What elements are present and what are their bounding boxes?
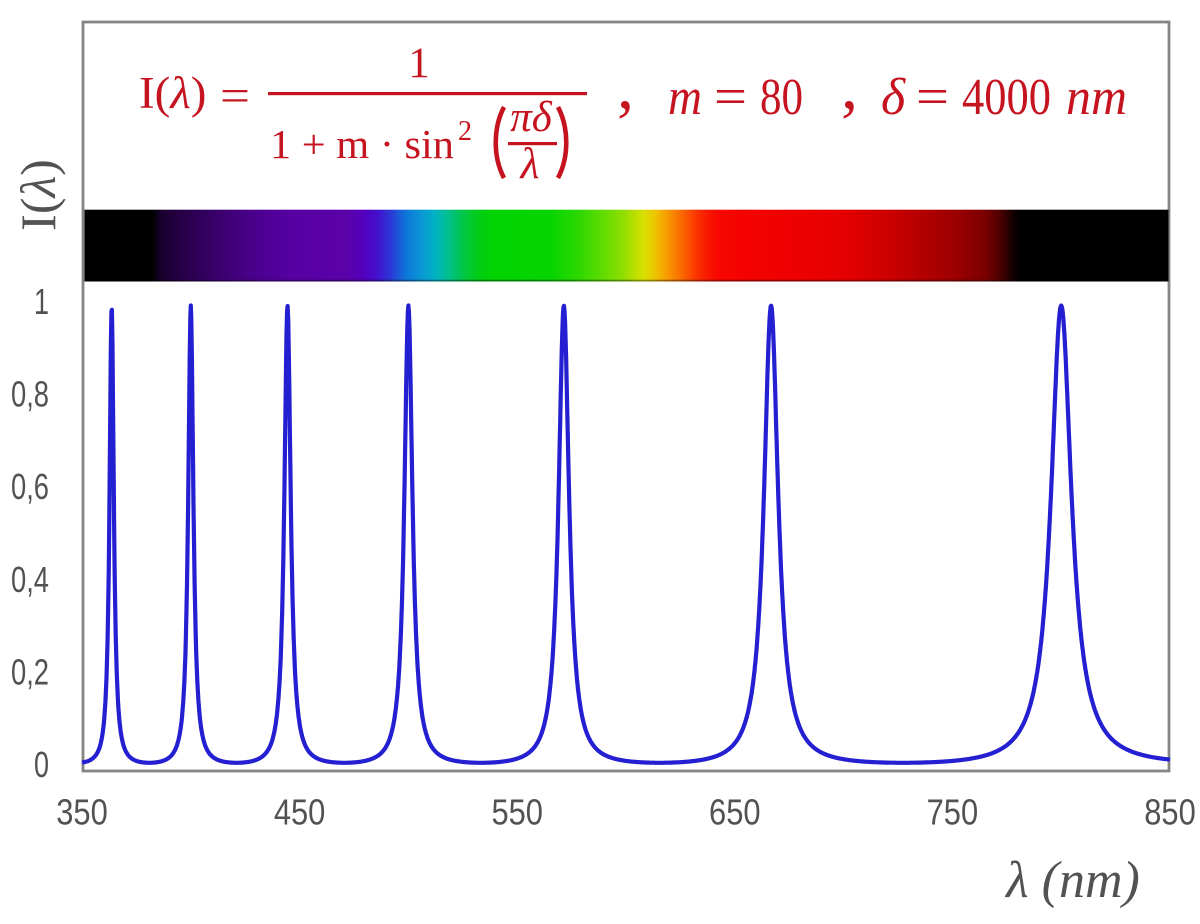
svg-text:λ: λ <box>518 139 539 188</box>
svg-text:2: 2 <box>458 116 472 147</box>
svg-text:1 + m · sin: 1 + m · sin <box>270 121 454 167</box>
svg-text:80: 80 <box>760 69 803 126</box>
svg-text:0,4: 0,4 <box>11 559 49 600</box>
svg-text:450: 450 <box>274 792 326 833</box>
svg-text:=: = <box>916 69 949 126</box>
svg-text:550: 550 <box>491 792 543 833</box>
svg-text:1: 1 <box>408 40 430 87</box>
svg-text:λ (nm): λ (nm) <box>1004 852 1140 909</box>
svg-text:I(λ): I(λ) <box>10 159 66 231</box>
svg-text:0,2: 0,2 <box>11 651 49 692</box>
svg-text:350: 350 <box>56 792 108 833</box>
svg-text:0: 0 <box>34 744 49 785</box>
svg-text:=: = <box>220 70 250 121</box>
svg-text:0,8: 0,8 <box>11 374 49 415</box>
svg-text:750: 750 <box>927 792 979 833</box>
svg-text:δ: δ <box>881 69 906 126</box>
svg-text:,: , <box>841 47 858 123</box>
svg-text:850: 850 <box>1144 792 1196 833</box>
svg-text:nm: nm <box>1066 69 1127 126</box>
svg-text:4000: 4000 <box>962 69 1051 126</box>
svg-text:=: = <box>714 69 747 126</box>
svg-text:0,6: 0,6 <box>11 466 49 507</box>
svg-text:m: m <box>668 69 702 126</box>
svg-text:650: 650 <box>709 792 761 833</box>
svg-text:I(λ): I(λ) <box>139 68 207 118</box>
svg-text:1: 1 <box>34 281 49 322</box>
svg-text:,: , <box>617 47 634 123</box>
svg-text:πδ: πδ <box>510 94 553 141</box>
